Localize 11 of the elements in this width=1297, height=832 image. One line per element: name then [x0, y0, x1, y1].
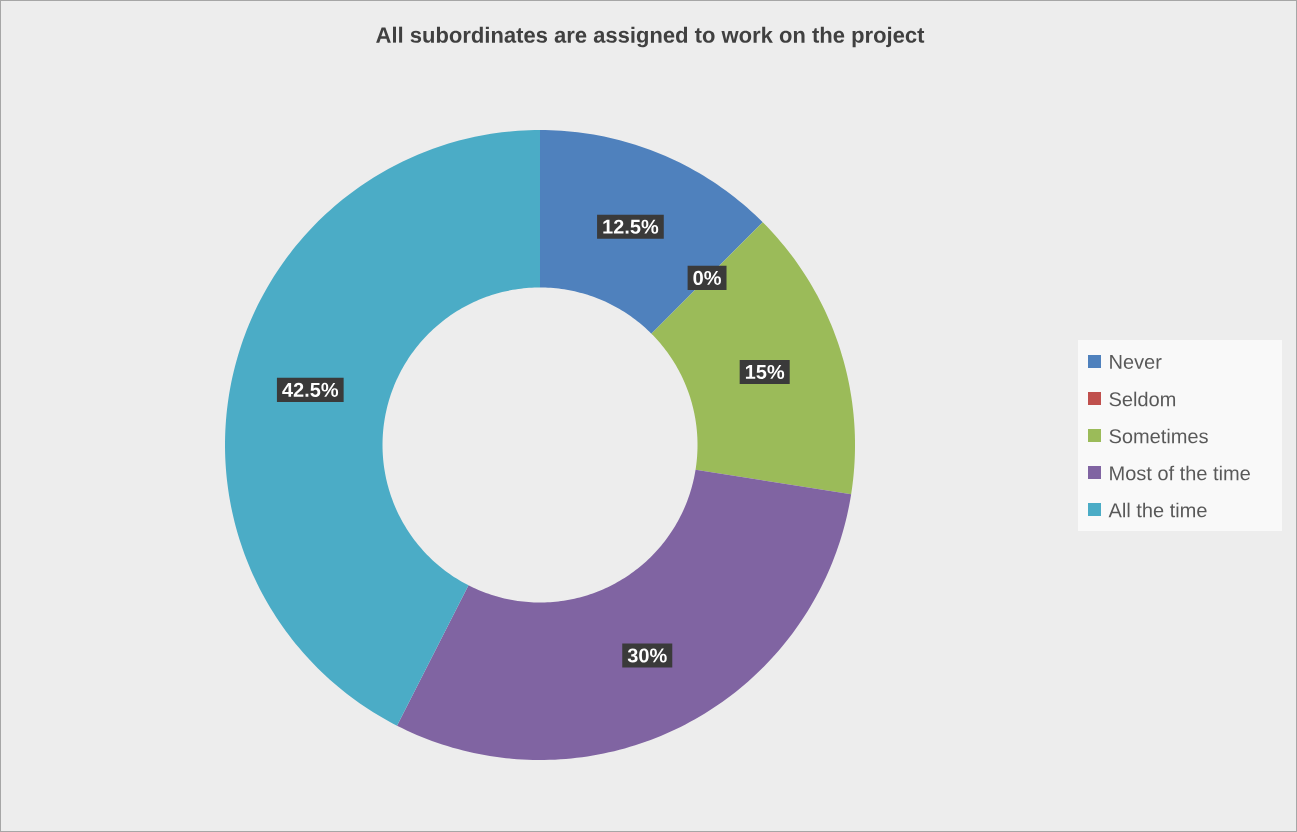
data-label: 12.5%: [603, 219, 659, 234]
legend-label: Most of the time: [1110, 465, 1250, 481]
chart-title: All subordinates are assigned to work on the project: [376, 26, 925, 48]
legend-label: Seldom: [1109, 391, 1176, 407]
text: 0%: [693, 270, 721, 286]
legend-label: All the time: [1108, 502, 1207, 518]
legend-label: Sometimes: [1109, 428, 1208, 444]
data-label: 42.5%: [282, 382, 339, 397]
legend-label: Never: [1110, 355, 1162, 369]
data-label: 30%: [627, 648, 667, 663]
data-label: 15%: [745, 364, 785, 380]
